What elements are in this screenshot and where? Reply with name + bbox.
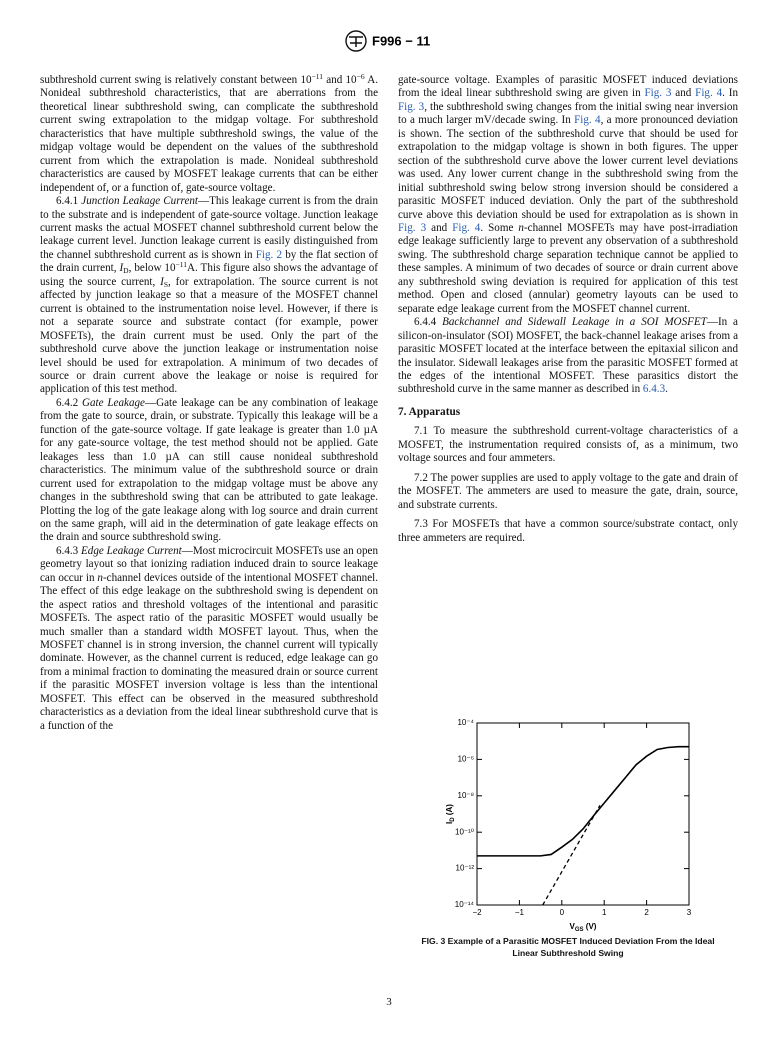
text-run: by the flat section of the drain current… bbox=[40, 248, 378, 275]
data-line bbox=[477, 745, 689, 857]
text-run: and bbox=[426, 221, 453, 234]
cross-reference: Fig. 4 bbox=[452, 221, 481, 234]
cross-reference: Fig. 4 bbox=[695, 87, 723, 100]
x-axis-label-main: V bbox=[570, 922, 576, 931]
text-run: Edge Leakage Current bbox=[81, 544, 182, 557]
text-run: D bbox=[123, 266, 129, 276]
text-run: Backchannel and Sidewall Leakage in a SO… bbox=[442, 316, 707, 329]
text-run: -channel MOSFETs may have post-irradiati… bbox=[398, 221, 738, 315]
paragraph: 6.4.4 Backchannel and Sidewall Leakage i… bbox=[398, 316, 738, 397]
cross-reference: 6.4.3 bbox=[642, 383, 666, 396]
text-run: I bbox=[119, 262, 124, 275]
text-run: , the subthreshold swing changes from th… bbox=[398, 100, 738, 127]
text-run: Junction Leakage Current bbox=[81, 195, 198, 208]
y-tick-label: 10⁻⁶ bbox=[458, 755, 474, 764]
x-tick-label: 1 bbox=[602, 908, 607, 917]
text-run: -channel devices outside of the intentio… bbox=[40, 571, 378, 732]
paragraph: 7.1 To measure the subthreshold current-… bbox=[398, 425, 738, 465]
page-number: 3 bbox=[386, 996, 392, 1008]
text-run: −6 bbox=[356, 72, 365, 81]
paragraph: 6.4.2 Gate Leakage—Gate leakage can be a… bbox=[40, 397, 378, 545]
text-run: 6.4.2 bbox=[56, 396, 82, 409]
astm-logo bbox=[345, 30, 367, 52]
x-tick-label: −1 bbox=[515, 908, 525, 917]
designation: F996 − 11 bbox=[372, 33, 430, 48]
text-run: −11 bbox=[311, 72, 324, 81]
text-run: 6.4.4 bbox=[414, 316, 443, 329]
text-run: , for extrapolation. The source current … bbox=[40, 275, 379, 396]
x-axis-label: VGS (V) bbox=[570, 922, 597, 932]
text-run: . bbox=[665, 383, 668, 396]
text-run: A. This figure also shows the advantage … bbox=[40, 262, 378, 288]
text-run: gate-source voltage. Examples of parasit… bbox=[398, 74, 738, 100]
y-axis-label: ID (A) bbox=[445, 804, 455, 824]
cross-reference: Fig. 4 bbox=[574, 114, 601, 127]
text-run: subthreshold current swing is relatively… bbox=[40, 74, 312, 86]
cross-reference: Fig. 3 bbox=[398, 100, 425, 113]
text-run: and bbox=[671, 87, 696, 100]
text-run: —In a silicon-on-insulator (SOI) MOSFET,… bbox=[398, 316, 738, 396]
text-run: I bbox=[160, 275, 164, 288]
cross-reference: Fig. 3 bbox=[644, 87, 672, 100]
y-tick-label: 10⁻¹⁰ bbox=[455, 827, 474, 836]
right-column: gate-source voltage. Examples of parasit… bbox=[398, 74, 738, 545]
cross-reference: Fig. 3 bbox=[398, 221, 427, 234]
text-run: 6.4.1 bbox=[56, 195, 82, 208]
text-run: . In bbox=[722, 87, 738, 100]
paragraph: 6.4.1 Junction Leakage Current—This leak… bbox=[40, 195, 378, 397]
y-tick-label: 10⁻⁴ bbox=[457, 718, 474, 727]
text-run: n bbox=[97, 571, 103, 584]
paragraph: subthreshold current swing is relatively… bbox=[40, 72, 378, 195]
y-tick-label: 10⁻⁸ bbox=[458, 791, 475, 800]
paragraph: 6.4.3 Edge Leakage Current—Most microcir… bbox=[40, 545, 378, 733]
text-run: 7.2 The power supplies are used to apply… bbox=[398, 471, 738, 511]
text-run: 7.1 To measure the subthreshold current-… bbox=[398, 425, 738, 465]
text-run: n bbox=[518, 221, 524, 234]
text-run: —Most microcircuit MOSFETs use an open g… bbox=[40, 544, 378, 584]
y-tick-label: 10⁻¹² bbox=[456, 864, 475, 873]
figure-chart: 10⁻¹⁴ 10⁻¹² 10⁻¹⁰ 10⁻⁸ 10⁻⁶ 10⁻⁴ −2 −1 0 1 2 3 VGS (… bbox=[445, 718, 692, 932]
text-run: 7.3 For MOSFETs that have a common sourc… bbox=[398, 518, 738, 544]
text-run: S bbox=[163, 279, 169, 289]
left-column: subthreshold current swing is relatively… bbox=[40, 72, 378, 733]
x-tick-label: 0 bbox=[560, 908, 565, 917]
x-axis-label-unit: (V) bbox=[584, 922, 597, 931]
paragraph: gate-source voltage. Examples of parasit… bbox=[398, 74, 738, 316]
text-run: and 10 bbox=[323, 74, 357, 86]
header: F996 − 11 bbox=[345, 30, 430, 52]
text-run: 6.4.3 bbox=[56, 544, 81, 557]
dashed-line bbox=[542, 804, 601, 906]
y-axis-label-main: I bbox=[445, 822, 454, 824]
x-tick-label: −2 bbox=[472, 908, 482, 917]
x-tick-label: 3 bbox=[687, 908, 692, 917]
text-run: A. Nonideal subthreshold characteristics… bbox=[40, 74, 378, 194]
figure-caption: FIG. 3 Example of a Parasitic MOSFET Ind… bbox=[421, 936, 715, 958]
text-run: —This leakage current is from the drain … bbox=[40, 195, 378, 261]
y-tick-label: 10⁻¹⁴ bbox=[455, 900, 475, 909]
text-run: Gate Leakage bbox=[82, 396, 145, 409]
text-run: , a more pronounced deviation is shown. … bbox=[398, 114, 738, 221]
x-axis-label-sub: GS bbox=[575, 927, 584, 933]
cross-reference: Fig. 2 bbox=[255, 248, 283, 261]
plot-frame bbox=[476, 722, 690, 906]
text-run: —Gate leakage can be any combination of … bbox=[40, 396, 378, 544]
text-run: −11 bbox=[175, 260, 187, 270]
text-run: , below 10 bbox=[128, 262, 176, 275]
paragraph: 7.3 For MOSFETs that have a common sourc… bbox=[398, 518, 738, 545]
text-run: . Some bbox=[480, 221, 519, 234]
x-tick-label: 2 bbox=[644, 908, 649, 917]
y-axis-label-sub: D bbox=[450, 817, 456, 822]
section-heading: 7. Apparatus bbox=[398, 405, 461, 418]
paragraph: 7.2 The power supplies are used to apply… bbox=[398, 472, 738, 512]
y-axis-label-unit: (A) bbox=[445, 804, 454, 818]
